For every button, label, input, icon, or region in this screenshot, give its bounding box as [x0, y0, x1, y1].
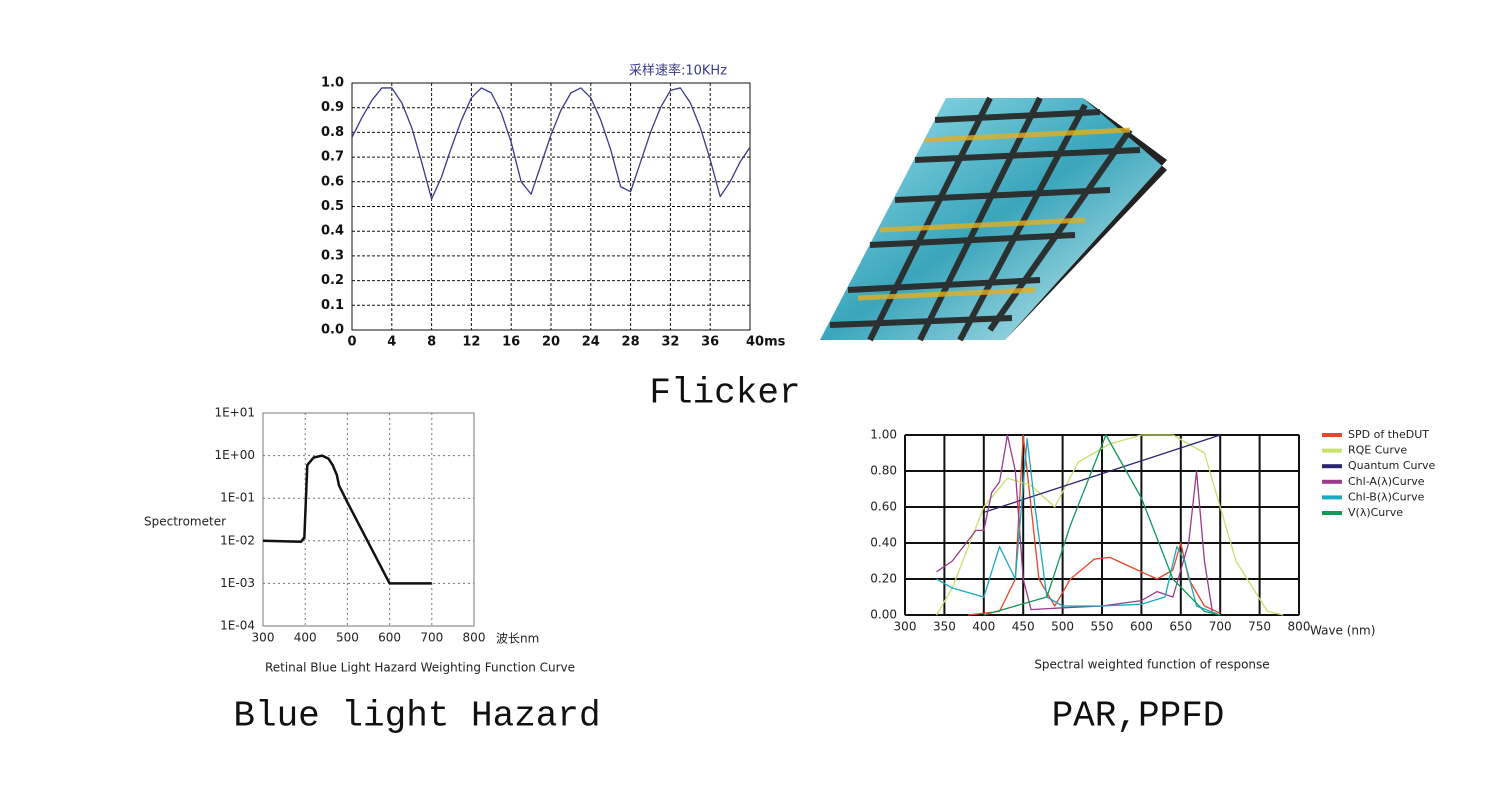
y-tick-label: 0.1 [321, 298, 344, 313]
x-tick-label: 700 [1209, 620, 1232, 634]
y-tick-label: 0.4 [321, 224, 344, 239]
legend-swatch [1322, 511, 1342, 515]
y-tick-label: 0.60 [870, 500, 897, 514]
legend-swatch [1322, 479, 1342, 484]
x-tick-label: 350 [933, 620, 956, 634]
chart-title: Spectral weighted function of response [1034, 658, 1269, 672]
caption: Blue light Hazard [233, 696, 600, 737]
x-tick-label: 36 [701, 335, 719, 350]
x-tick-label: 28 [622, 335, 640, 350]
x-tick-label: 600 [1130, 620, 1153, 634]
x-axis-label: 波长nm [496, 632, 539, 646]
y-tick-label: 0.40 [870, 536, 897, 550]
legend-label: Chl-B(λ)Curve [1348, 490, 1425, 503]
y-tick-label: 0.5 [321, 199, 344, 214]
x-tick-label: 8 [427, 335, 436, 350]
x-tick-label: 300 [894, 620, 917, 634]
legend-swatch [1322, 495, 1342, 500]
y-tick-label: 1E-01 [220, 491, 255, 505]
x-tick-label: 24 [582, 335, 600, 350]
chart: 300 350 400 450 500 550 600 650 700 750 800 0.00 0.2… [870, 428, 1435, 672]
x-tick-label: 800 [1288, 620, 1311, 634]
legend-label: SPD of theDUT [1348, 428, 1429, 441]
x-tick-label: 650 [1169, 620, 1192, 634]
chart: 0 4 8 12 16 20 24 28 32 36 40ms 0.0 0.1 0.2 0.3 0.4 0.5 0… [321, 63, 786, 350]
legend-label: V(λ)Curve [1348, 506, 1403, 519]
x-tick-label: 32 [661, 335, 679, 350]
y-tick-label: 1.0 [321, 76, 344, 91]
caption: Flicker [649, 373, 800, 414]
y-tick-label: 0.2 [321, 273, 344, 288]
x-tick-label: 0 [347, 335, 356, 350]
legend-label: Quantum Curve [1348, 459, 1436, 472]
x-tick-label: 450 [1012, 620, 1035, 634]
fixture-image [820, 96, 1167, 342]
x-tick-label: 4 [387, 335, 396, 350]
x-tick-label: 600 [378, 631, 401, 645]
data-line [983, 434, 1221, 616]
x-tick-label: 40ms [746, 335, 786, 350]
x-tick-label: 16 [502, 335, 520, 350]
data-line [262, 454, 432, 585]
annotation: 采样速率:10KHz [629, 63, 727, 79]
x-tick-label: 500 [1051, 620, 1074, 634]
y-tick-label: 0.8 [321, 125, 344, 140]
data-line [351, 87, 751, 200]
y-tick-label: 0.6 [321, 174, 344, 189]
data-line [983, 434, 1221, 514]
x-tick-label: 400 [972, 620, 995, 634]
data-line [936, 434, 1213, 612]
chart: 300 400 500 600 700 800 1E-04 1E-03 1E-02 1E-01 1E… [144, 406, 575, 675]
y-tick-label: 0.20 [870, 572, 897, 586]
y-tick-label: 1E+01 [214, 406, 255, 420]
y-tick-label: 1E+00 [214, 448, 255, 462]
y-tick-label: 1.00 [870, 428, 897, 442]
y-tick-label: 1E-04 [220, 619, 255, 633]
chart-title: Retinal Blue Light Hazard Weighting Func… [265, 661, 575, 675]
x-tick-label: 500 [336, 631, 359, 645]
x-tick-label: 12 [462, 335, 480, 350]
legend-swatch [1322, 433, 1342, 437]
y-tick-label: 1E-03 [220, 576, 255, 590]
y-tick-label: 0.7 [321, 150, 344, 165]
legend-label: Chl-A(λ)Curve [1348, 475, 1425, 488]
legend-label: RQE Curve [1348, 444, 1407, 457]
legend-swatch [1322, 464, 1342, 469]
data-line [935, 434, 1284, 616]
y-tick-label: 0.80 [870, 464, 897, 478]
x-tick-label: 700 [420, 631, 443, 645]
data-line [967, 434, 1221, 616]
data-line [936, 437, 1221, 616]
legend-swatch [1322, 448, 1342, 453]
caption: PAR,PPFD [1052, 696, 1225, 737]
x-tick-label: 800 [463, 631, 486, 645]
y-tick-label: 0.00 [870, 608, 897, 622]
y-axis-label: Spectrometer [144, 515, 226, 529]
x-tick-label: 300 [252, 631, 275, 645]
x-tick-label: 20 [542, 335, 560, 350]
y-tick-label: 1E-02 [220, 533, 255, 547]
x-axis-label: Wave (nm) [1310, 624, 1375, 638]
x-tick-label: 550 [1091, 620, 1114, 634]
y-tick-label: 0.0 [321, 323, 344, 338]
x-tick-label: 750 [1248, 620, 1271, 634]
plot-frame [262, 412, 475, 627]
y-tick-label: 0.3 [321, 248, 344, 263]
y-tick-label: 0.9 [321, 100, 344, 115]
x-tick-label: 400 [294, 631, 317, 645]
